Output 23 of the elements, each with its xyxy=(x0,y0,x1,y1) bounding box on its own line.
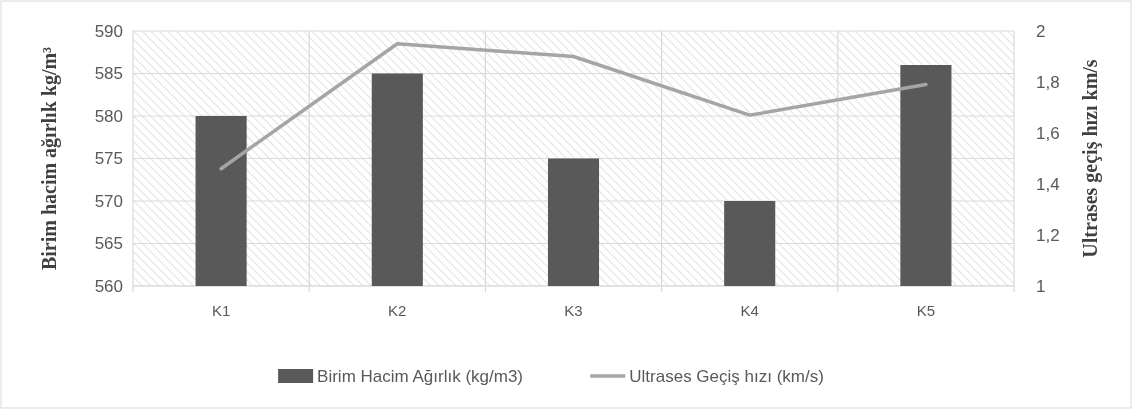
y-tick-label: 565 xyxy=(94,234,123,254)
y2-tick-label: 2 xyxy=(1036,21,1046,41)
x-tick-label: K5 xyxy=(916,302,936,320)
y-tick-label: 590 xyxy=(94,21,123,41)
x-tick-label: K4 xyxy=(740,302,759,320)
x-tick-label: K3 xyxy=(564,302,583,320)
y2-tick-label: 1,8 xyxy=(1036,72,1060,92)
y2-axis-title: Ultrases geçiş hızı km/s xyxy=(1079,59,1102,258)
y-tick-label: 560 xyxy=(94,276,123,296)
y2-tick-label: 1,2 xyxy=(1036,225,1060,245)
y2-tick-label: 1 xyxy=(1036,276,1046,296)
y-tick-label: 585 xyxy=(94,64,123,84)
y-axis-title: Birim hacim ağırlık kg/m³ xyxy=(38,46,61,271)
x-tick-label: K1 xyxy=(211,302,231,320)
y-tick-label: 580 xyxy=(94,106,123,126)
y2-tick-label: 1,4 xyxy=(1036,174,1060,194)
line-series xyxy=(219,42,928,171)
y-tick-label: 570 xyxy=(94,191,123,211)
legend-label: Birim Hacim Ağırlık (kg/m3) xyxy=(317,366,524,386)
legend-label: Ultrases Geçiş hızı (km/s) xyxy=(629,366,824,386)
y-tick-label: 575 xyxy=(94,149,123,169)
x-tick-label: K2 xyxy=(388,302,407,320)
y2-tick-label: 1,6 xyxy=(1036,123,1060,143)
